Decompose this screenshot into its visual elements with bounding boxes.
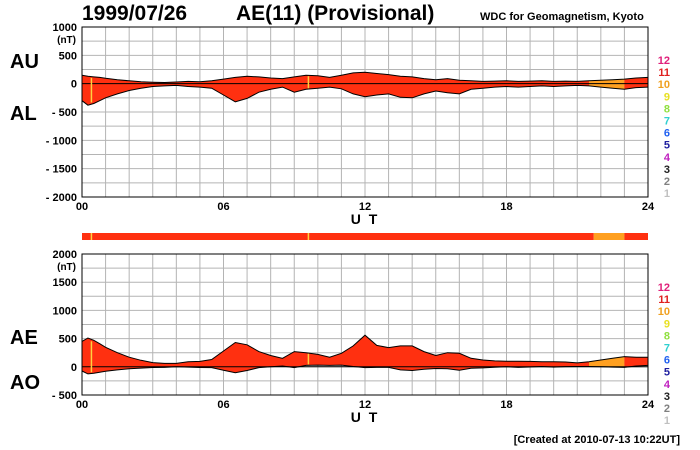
area-fill-main	[82, 72, 589, 106]
legend-level-12: 12	[658, 55, 670, 67]
y-tick-label: - 2000	[46, 192, 77, 204]
y-unit-label: (nT)	[57, 35, 76, 46]
plot-frame	[81, 253, 649, 396]
legend-level-10: 10	[658, 306, 670, 318]
created-timestamp: [Created at 2010-07-13 10:22UT]	[513, 434, 680, 446]
legend-level-2: 2	[664, 403, 670, 415]
x-tick-label: 24	[642, 399, 655, 411]
chart-date: 1999/07/26	[82, 2, 188, 25]
legend-level-3: 3	[664, 164, 670, 176]
legend-level-11: 11	[658, 67, 670, 79]
y-tick-label: 1000	[53, 305, 77, 317]
y-tick-label: - 500	[52, 390, 77, 402]
y-tick-label: 1000	[53, 22, 77, 34]
y-tick-label: - 1000	[46, 135, 77, 147]
legend-level-3: 3	[664, 391, 670, 403]
x-tick-label: 00	[76, 201, 88, 213]
legend-level-7: 7	[664, 116, 670, 128]
quality-bar-segment	[624, 233, 648, 240]
panel-2	[81, 253, 649, 396]
organization-label: WDC for Geomagnetism, Kyoto	[480, 11, 644, 23]
x-tick-label: 12	[359, 201, 371, 213]
legend-level-9: 9	[664, 91, 670, 103]
area-fill-main	[82, 335, 589, 374]
x-tick-label: 18	[500, 399, 512, 411]
y-tick-label: 2000	[53, 249, 77, 261]
series-line-ao	[81, 364, 649, 375]
x-tick-label: 06	[217, 201, 229, 213]
legend-level-4: 4	[664, 152, 671, 164]
x-tick-label: 06	[217, 399, 229, 411]
quality-bar	[82, 233, 648, 240]
legend-level-1: 1	[664, 415, 670, 427]
legend-level-5: 5	[664, 140, 670, 152]
legend-level-7: 7	[664, 343, 670, 355]
y-tick-label: - 1500	[46, 164, 77, 176]
x-tick-label: 24	[642, 201, 655, 213]
y-tick-label: - 500	[52, 107, 77, 119]
chart-title: AE(11) (Provisional)	[236, 2, 435, 25]
plot-frame	[81, 26, 649, 198]
legend-level-8: 8	[664, 330, 670, 342]
area-fill-late	[589, 356, 625, 368]
legend-level-1: 1	[664, 188, 670, 200]
x-axis-label: U T	[351, 211, 380, 227]
legend-level-11: 11	[658, 294, 670, 306]
x-axis-label: U T	[351, 409, 380, 425]
legend-level-6: 6	[664, 128, 670, 140]
series-line-al	[81, 84, 649, 106]
y-tick-label: 0	[71, 79, 77, 91]
x-tick-label: 12	[359, 399, 371, 411]
legend-level-8: 8	[664, 103, 670, 115]
au-label: AU	[10, 51, 39, 73]
series-line-au	[81, 71, 649, 84]
y-tick-label: 0	[71, 362, 77, 374]
y-tick-label: 500	[59, 334, 77, 346]
y-tick-label: 1500	[53, 277, 77, 289]
x-tick-label: 00	[76, 399, 88, 411]
y-tick-label: 500	[59, 50, 77, 62]
legend-level-10: 10	[658, 79, 670, 91]
quality-bar-segment	[82, 233, 594, 240]
ao-label: AO	[10, 372, 40, 394]
legend-level-2: 2	[664, 176, 670, 188]
legend-level-5: 5	[664, 367, 670, 379]
panel-1	[81, 26, 649, 198]
legend-level-12: 12	[658, 282, 670, 294]
legend-level-9: 9	[664, 318, 670, 330]
y-unit-label: (nT)	[57, 262, 76, 273]
legend-level-4: 4	[664, 379, 671, 391]
x-tick-label: 18	[500, 201, 512, 213]
al-label: AL	[10, 103, 37, 125]
area-fill-end	[624, 356, 648, 368]
ae-label: AE	[10, 327, 38, 349]
legend-level-6: 6	[664, 355, 670, 367]
quality-bar-segment	[593, 233, 625, 240]
series-line-ae	[81, 334, 648, 364]
